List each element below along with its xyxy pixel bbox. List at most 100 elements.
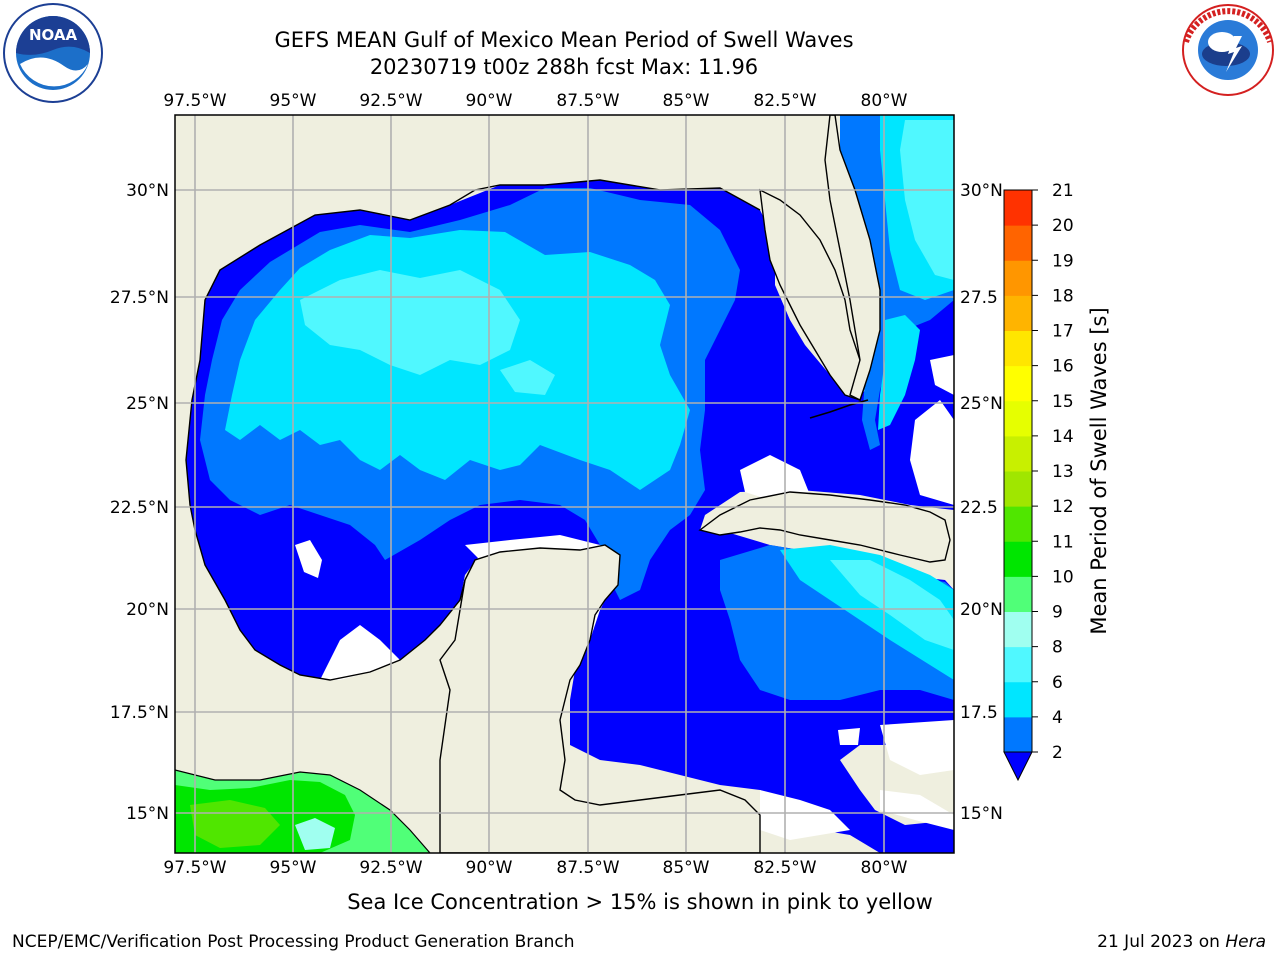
lon-label: 85°W — [663, 858, 710, 878]
colorbar-segment — [1004, 576, 1032, 612]
coastline-mexico-west — [189, 504, 466, 681]
lat-label: 30°N — [960, 181, 1003, 201]
colorbar-label: 13 — [1052, 462, 1074, 482]
contour-atlantic-6-8 — [900, 120, 954, 280]
colorbar-segment — [1004, 716, 1032, 753]
colorbar-label: 6 — [1052, 673, 1063, 693]
contour-caribbean-6-8 — [830, 560, 954, 650]
colorbar-label: 19 — [1052, 251, 1074, 271]
lon-label: 97.5°W — [163, 858, 226, 878]
lon-label: 92.5°W — [359, 91, 422, 111]
noaa-logo: NOAA — [3, 3, 103, 103]
lat-label: 20°N — [126, 600, 169, 620]
land-east-coast — [824, 115, 881, 401]
chart-subtitle: 20230719 t00z 288h fcst Max: 11.96 — [369, 55, 759, 79]
lat-label: 17.5 — [960, 703, 998, 723]
nodata-region-se-3 — [880, 790, 954, 830]
lon-label: 95°W — [270, 91, 317, 111]
coastline-pacific — [175, 769, 431, 853]
lon-label: 87.5°W — [556, 91, 619, 111]
colorbar-segment — [1004, 190, 1032, 226]
lat-label: 27.5°N — [110, 288, 169, 308]
nodata-region-se-2 — [760, 790, 850, 840]
lon-label: 90°W — [466, 91, 513, 111]
lat-label: 22.5 — [960, 498, 998, 518]
nodata-region-east-2 — [910, 400, 954, 505]
lon-label: 82.5°W — [753, 858, 816, 878]
lat-label: 22.5°N — [110, 498, 169, 518]
nodata-region-se-1 — [880, 720, 954, 775]
colorbar-label: 21 — [1052, 181, 1074, 201]
contour-caribbean-4-6 — [780, 545, 954, 680]
chart-title: GEFS MEAN Gulf of Mexico Mean Period of … — [274, 28, 854, 52]
map-frame — [174, 114, 955, 854]
colorbar-segment — [1004, 506, 1032, 542]
pacific-green-light — [190, 800, 280, 848]
footer-credit: NCEP/EMC/Verification Post Processing Pr… — [12, 932, 575, 952]
colorbar-segment — [1004, 646, 1032, 683]
colorbar-segment — [1004, 681, 1032, 718]
lon-labels-top: 97.5°W 95°W 92.5°W 90°W 87.5°W 85°W 82.5… — [163, 91, 907, 111]
contour-6-8-b — [500, 360, 555, 395]
colorbar-label: 17 — [1052, 322, 1074, 342]
land-yucatan — [439, 544, 761, 853]
footer-date-text: 21 Jul 2023 on — [1097, 932, 1226, 952]
lon-label: 95°W — [270, 858, 317, 878]
colorbar-segment — [1004, 541, 1032, 577]
lat-labels-left: 30°N 27.5°N 25°N 22.5°N 20°N 17.5°N 15°N — [110, 181, 169, 824]
svg-text:NOAA: NOAA — [29, 26, 78, 44]
nodata-region-west — [295, 540, 322, 578]
lat-label: 17.5°N — [110, 703, 169, 723]
colorbar-label: 11 — [1052, 532, 1074, 552]
lat-label: 20°N — [960, 600, 1003, 620]
colorbar-title: Mean Period of Swell Waves [s] — [1087, 307, 1111, 634]
ice-note: Sea Ice Concentration > 15% is shown in … — [347, 890, 933, 914]
lon-label: 97.5°W — [163, 91, 226, 111]
colorbar-segment — [1004, 365, 1032, 402]
lon-label: 82.5°W — [753, 91, 816, 111]
colorbar-label: 8 — [1052, 638, 1063, 658]
colorbar-label: 16 — [1052, 357, 1074, 377]
lat-labels-right: 30°N 27.5 25°N 22.5 20°N 17.5 15°N — [960, 181, 1003, 824]
colorbar-label: 9 — [1052, 603, 1063, 623]
colorbar-segment — [1004, 295, 1032, 331]
lat-label: 27.5 — [960, 288, 998, 308]
footer-date: 21 Jul 2023 on Hera — [1097, 932, 1266, 952]
colorbar-label: 15 — [1052, 392, 1074, 412]
nodata-region-south — [320, 625, 400, 680]
lon-label: 90°W — [466, 858, 513, 878]
lat-label: 15°N — [126, 804, 169, 824]
colorbar-segment — [1004, 435, 1032, 472]
colorbar-label: 10 — [1052, 567, 1074, 587]
colorbar-segment — [1004, 225, 1032, 261]
lat-label: 15°N — [960, 804, 1003, 824]
pacific-cyan-patch — [295, 818, 335, 850]
nodata-region-east-3 — [930, 355, 954, 395]
contour-straits-4-6 — [878, 315, 920, 430]
lon-label: 80°W — [861, 91, 908, 111]
colorbar-label: 4 — [1052, 708, 1063, 728]
graticule — [175, 115, 954, 853]
colorbar-label: 14 — [1052, 427, 1074, 447]
colorbar-label: 18 — [1052, 286, 1074, 306]
colorbar-segment — [1004, 260, 1032, 296]
lat-label: 30°N — [126, 181, 169, 201]
colorbar-segment — [1004, 471, 1032, 507]
map-area — [175, 115, 954, 853]
colorbar-label: 20 — [1052, 216, 1074, 236]
lon-label: 80°W — [861, 858, 908, 878]
colorbar-segment — [1004, 611, 1032, 648]
coastline-gulf — [185, 179, 761, 506]
colorbar: 2 4 6 8 9 10 11 12 13 14 15 16 17 18 19 20 21 — [1003, 181, 1074, 782]
lon-label: 85°W — [663, 91, 710, 111]
nodata-region-east-1 — [740, 455, 810, 500]
colorbar-segment — [1004, 330, 1032, 367]
lon-label: 92.5°W — [359, 858, 422, 878]
lon-label: 87.5°W — [556, 858, 619, 878]
lon-labels-bottom: 97.5°W 95°W 92.5°W 90°W 87.5°W 85°W 82.5… — [163, 858, 907, 878]
lat-label: 25°N — [960, 394, 1003, 414]
colorbar-segment — [1004, 400, 1032, 437]
nws-logo — [1182, 4, 1274, 96]
colorbar-label: 2 — [1052, 743, 1063, 763]
